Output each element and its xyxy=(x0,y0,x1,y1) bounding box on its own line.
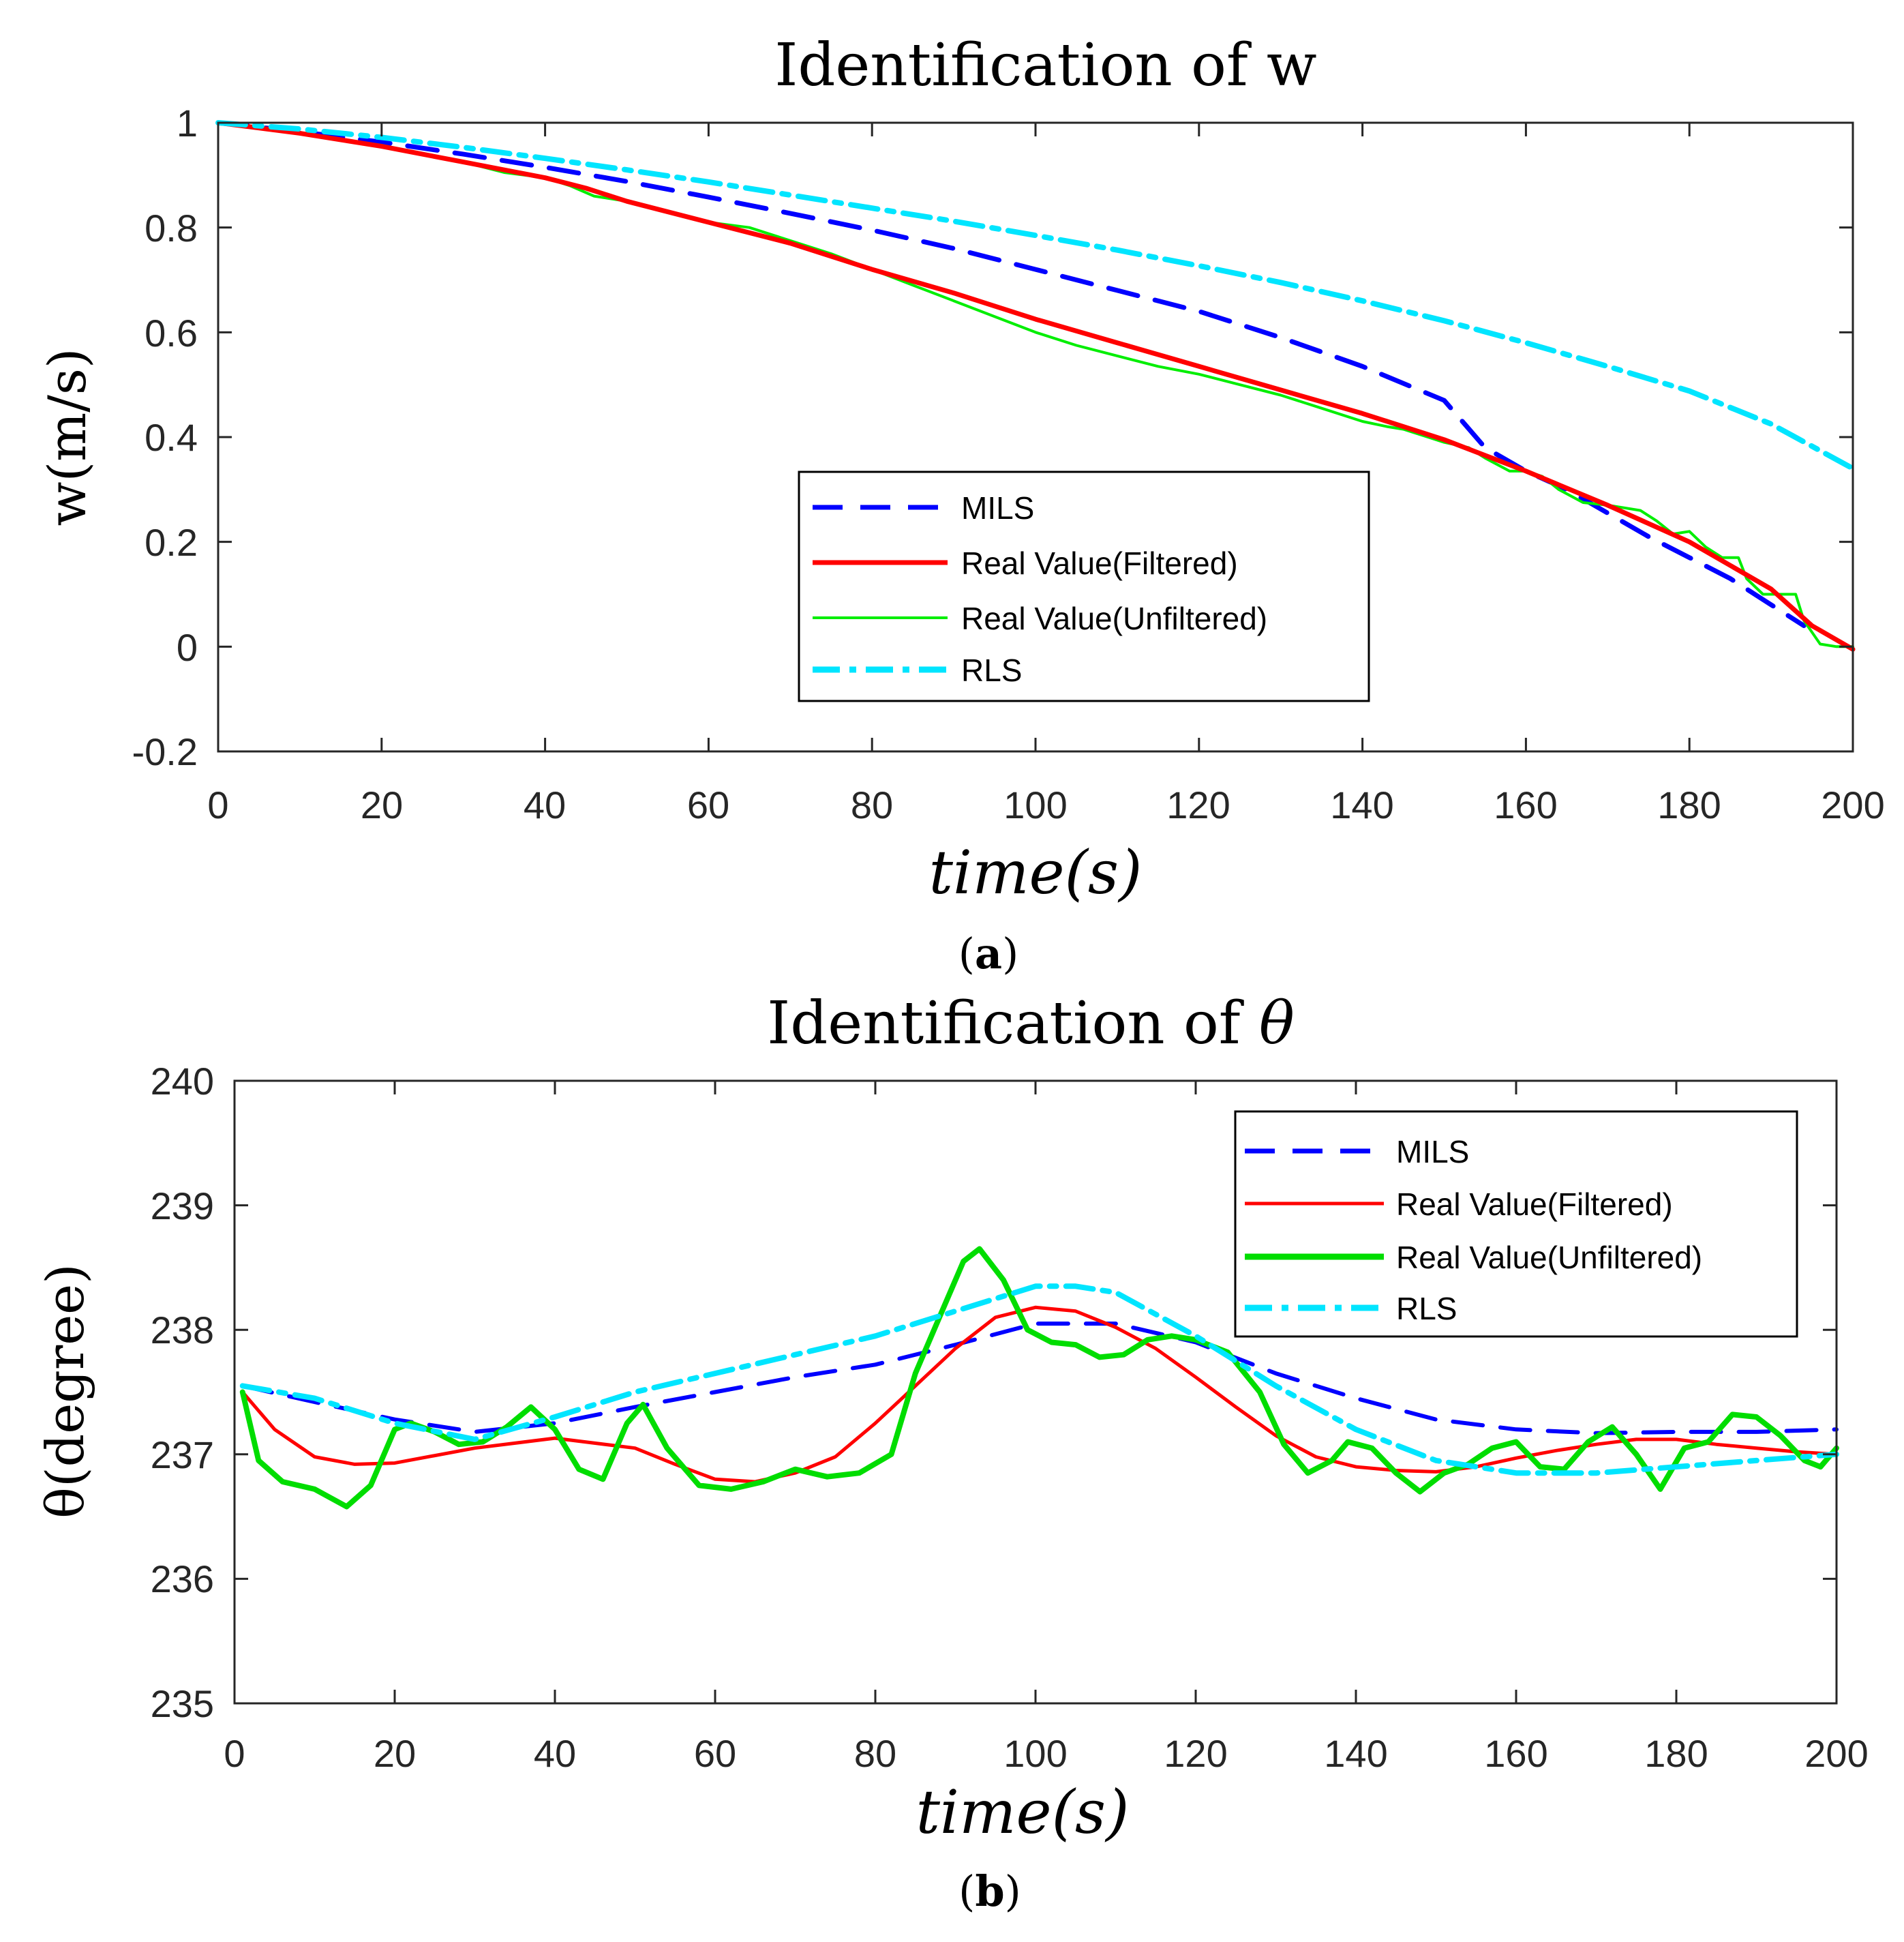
chart-b-xtick: 120 xyxy=(1164,1732,1227,1775)
chart-a-ytick: 0 xyxy=(177,626,198,669)
chart-b-caption-letter: b xyxy=(975,1866,1004,1916)
series-line-mils xyxy=(215,120,1807,629)
chart-b-tick-marks xyxy=(233,1079,1838,1705)
legend-label: Real Value(Unfiltered) xyxy=(1396,1240,1702,1275)
chart-a-xtick: 120 xyxy=(1166,783,1230,826)
chart-b-xtick: 80 xyxy=(854,1732,896,1775)
chart-a-ytick: 1 xyxy=(177,102,198,145)
chart-a-xtick: 140 xyxy=(1330,783,1393,826)
chart-b-legend-box xyxy=(1234,1110,1798,1338)
legend-label: RLS xyxy=(961,653,1022,688)
chart-a-xtick: 20 xyxy=(361,783,403,826)
chart-b-xtick: 20 xyxy=(374,1732,416,1775)
chart-a-xtick: 60 xyxy=(687,783,729,826)
chart-a-tick-marks xyxy=(217,121,1854,753)
legend-label: MILS xyxy=(1396,1134,1469,1169)
legend-label: MILS xyxy=(961,490,1034,526)
chart-b-ytick: 240 xyxy=(151,1060,214,1103)
chart-b-xtick: 0 xyxy=(224,1732,245,1775)
legend-label: Real Value(Filtered) xyxy=(961,546,1238,581)
legend-label: Real Value(Unfiltered) xyxy=(961,601,1267,636)
chart-b-ytick: 239 xyxy=(151,1184,214,1227)
chart-a-ytick: 0.8 xyxy=(145,207,198,250)
chart-b-legend: MILS Real Value(Filtered) Real Value(Unf… xyxy=(1234,1110,1798,1338)
chart-b-xlabel: time(s) xyxy=(916,1777,1130,1847)
chart-b-ylabel: θ(degree) xyxy=(35,1264,95,1519)
chart-a-ytick: 0.2 xyxy=(145,521,198,564)
legend-label: Real Value(Filtered) xyxy=(1396,1186,1673,1222)
chart-a-xtick: 80 xyxy=(851,783,893,826)
chart-a-series xyxy=(215,120,1856,652)
chart-a-y-ticks: -0.2 0 0.2 0.4 0.6 0.8 1 xyxy=(132,102,198,773)
chart-a-ylabel: w(m/s) xyxy=(37,348,97,526)
chart-a-xtick: 40 xyxy=(524,783,566,826)
chart-a-title: Identification of w xyxy=(774,31,1316,100)
chart-b-xtick: 160 xyxy=(1484,1732,1547,1775)
chart-b-x-ticks: 0 20 40 60 80 100 120 140 160 180 200 xyxy=(224,1732,1868,1775)
chart-b-ytick: 236 xyxy=(151,1557,214,1600)
chart-a-caption-letter: a xyxy=(975,929,1002,979)
chart-b-caption: (b) xyxy=(958,1866,1021,1916)
chart-a-xtick: 160 xyxy=(1494,783,1557,826)
chart-a-legend: MILS Real Value(Filtered) Real Value(Unf… xyxy=(798,470,1370,702)
chart-b-series xyxy=(239,1246,1839,1510)
chart-a-xtick: 180 xyxy=(1657,783,1721,826)
series-line-rls xyxy=(239,1283,1839,1476)
chart-b-xtick: 60 xyxy=(694,1732,736,1775)
chart-b-y-ticks: 235 236 237 238 239 240 xyxy=(151,1060,214,1725)
chart-b-xtick: 100 xyxy=(1003,1732,1067,1775)
chart-a-xlabel: time(s) xyxy=(929,837,1143,908)
chart-b-ytick: 238 xyxy=(151,1309,214,1351)
chart-a-ytick: 0.4 xyxy=(145,416,198,459)
legend-label: RLS xyxy=(1396,1291,1457,1326)
chart-b-xtick: 140 xyxy=(1324,1732,1387,1775)
panel-a: Identification of w 0 20 40 60 80 100 12… xyxy=(37,31,1885,979)
chart-a-xtick: 200 xyxy=(1821,783,1884,826)
chart-a-xtick: 100 xyxy=(1003,783,1067,826)
chart-b-xtick: 40 xyxy=(534,1732,576,1775)
chart-b-title-theta: θ xyxy=(1259,989,1295,1058)
chart-a-xtick: 0 xyxy=(207,783,228,826)
series-line-real-value-filtered xyxy=(215,120,1856,652)
chart-b-xtick: 200 xyxy=(1804,1732,1868,1775)
panel-b: Identification of θ 0 20 40 60 80 100 12… xyxy=(35,989,1869,1916)
series-line-rls xyxy=(215,120,1856,472)
series-line-real-value-filtered xyxy=(241,1305,1839,1484)
chart-a-ytick: 0.6 xyxy=(145,312,198,355)
chart-a-ytick: -0.2 xyxy=(132,730,198,773)
chart-b-xtick: 180 xyxy=(1644,1732,1708,1775)
chart-b-ytick: 235 xyxy=(151,1682,214,1725)
chart-a-x-ticks: 0 20 40 60 80 100 120 140 160 180 200 xyxy=(207,783,1884,826)
chart-a-legend-box xyxy=(798,470,1370,702)
chart-b-ytick: 237 xyxy=(151,1433,214,1476)
chart-b-title: Identification of θ xyxy=(767,989,1294,1058)
chart-a-caption: (a) xyxy=(958,929,1019,979)
